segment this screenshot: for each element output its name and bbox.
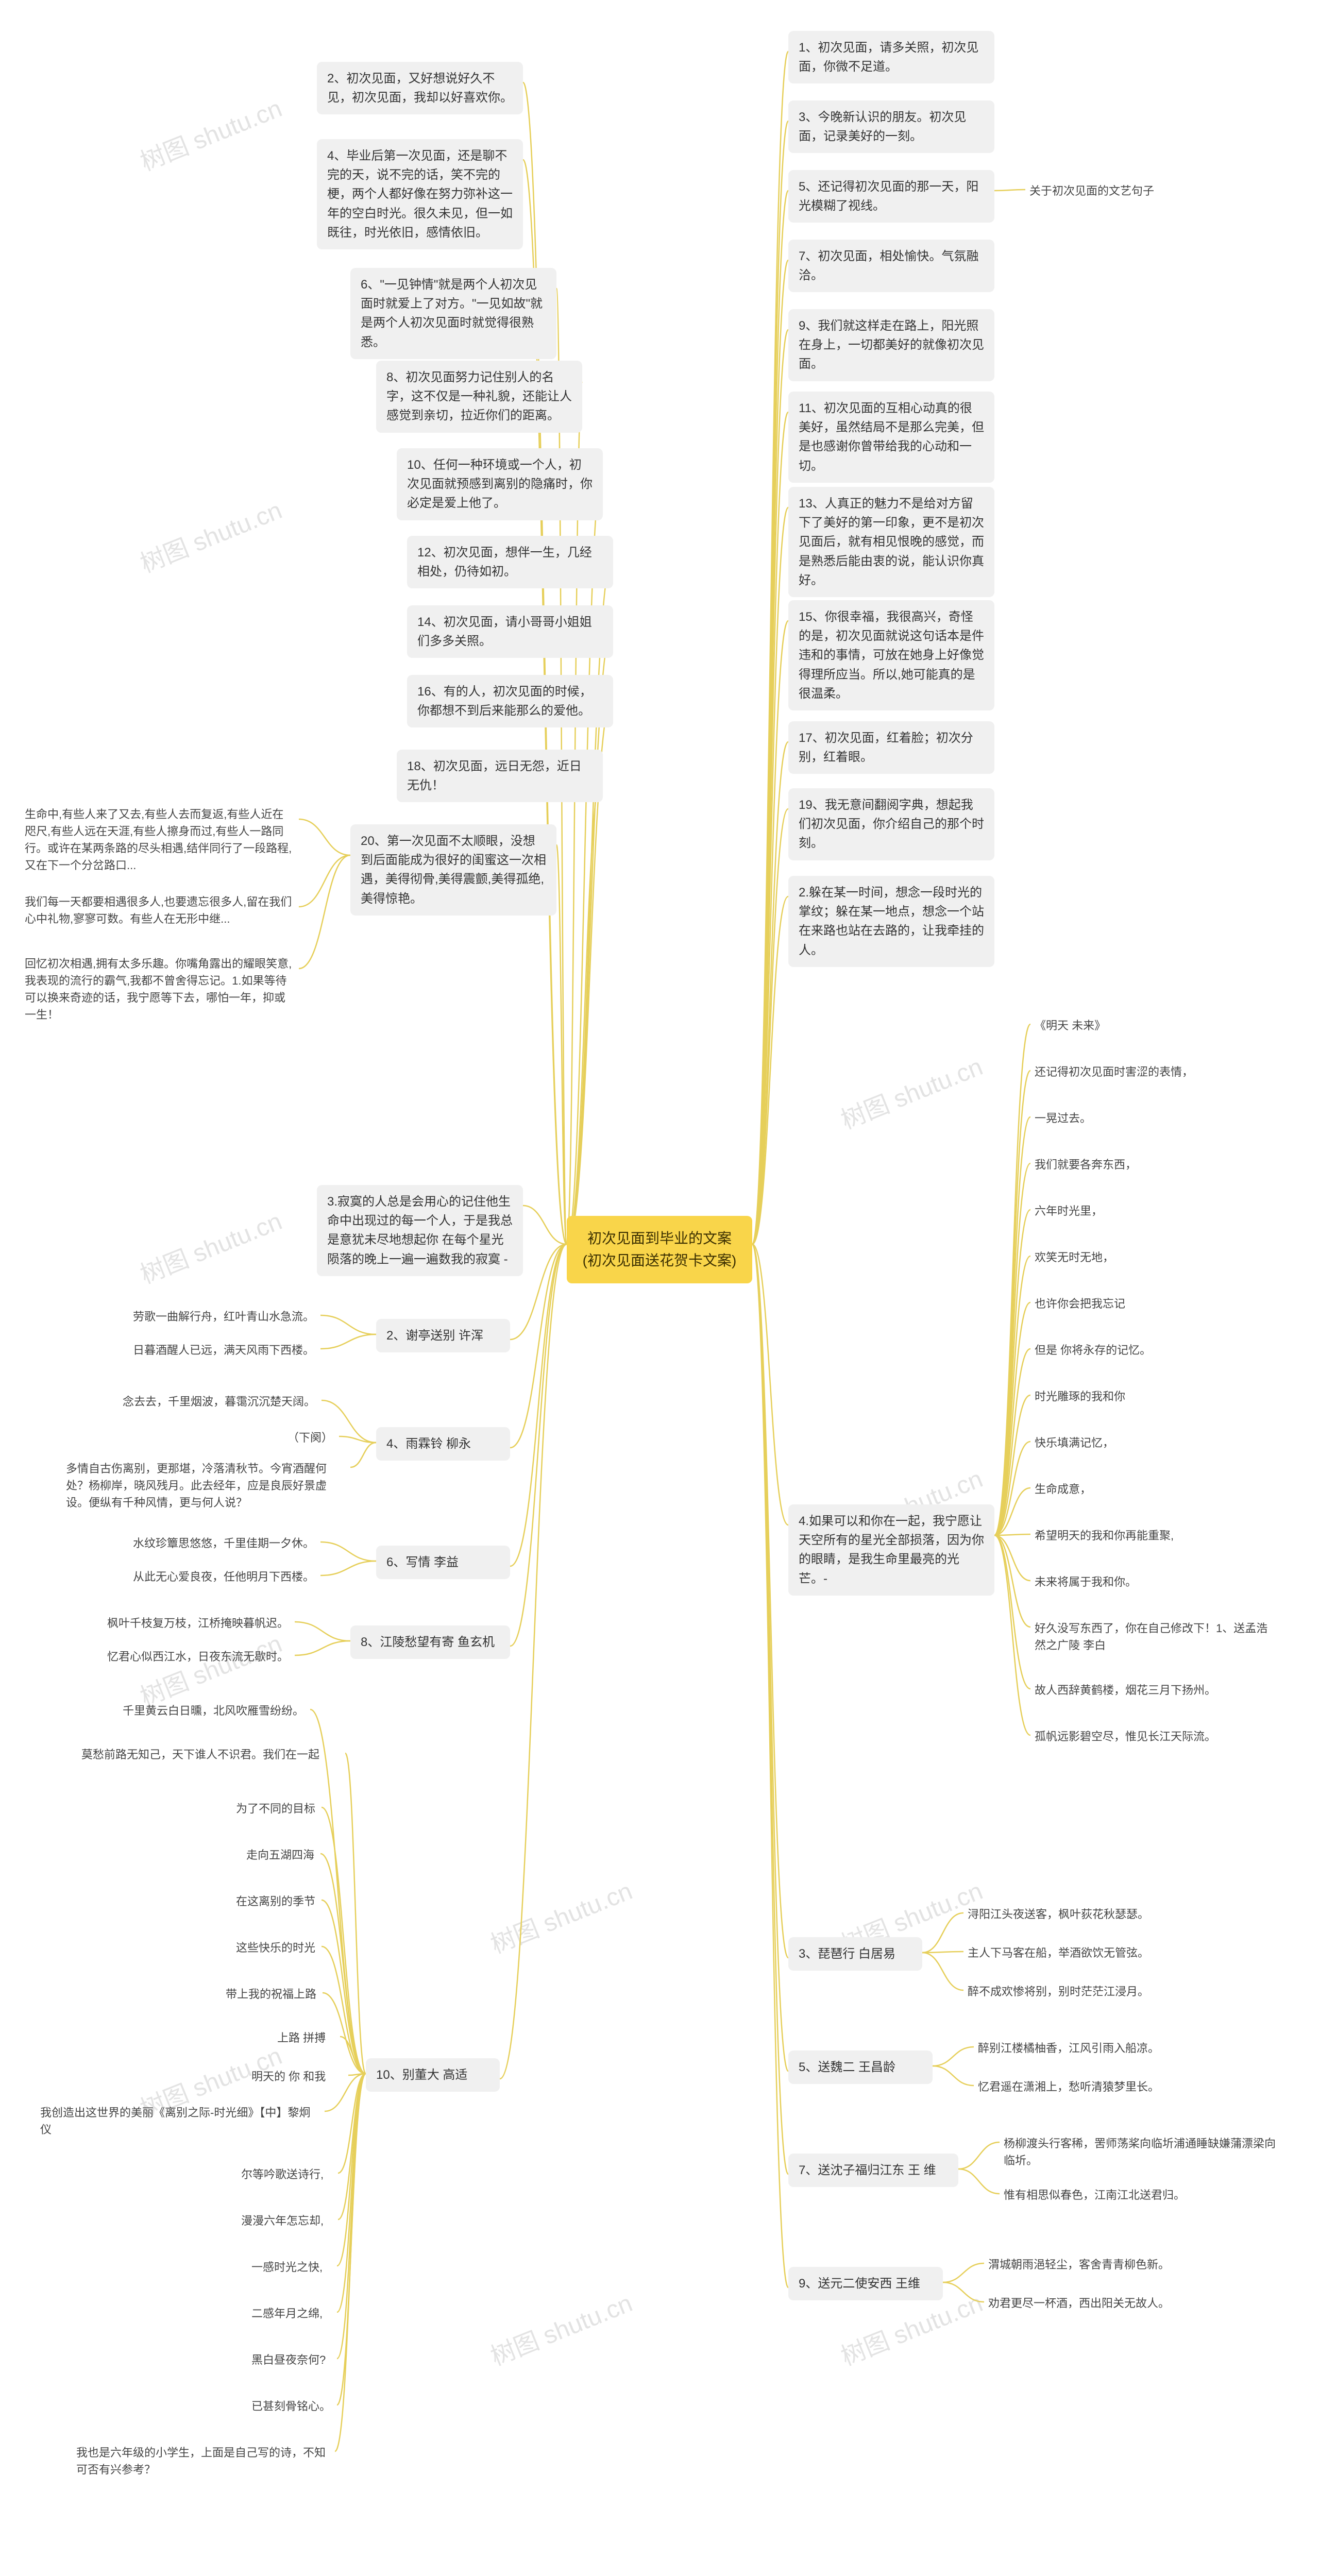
leaf-poem: 千里黄云白日曛，北风吹雁雪纷纷。 (119, 1700, 308, 1722)
gray-node-L20: 20、第一次见面不太顺眼，没想到后面能成为很好的闺蜜这一次相遇，美得彻骨,美得震… (350, 824, 556, 916)
gray-node-RP5: 5、送魏二 王昌龄 (788, 2050, 933, 2084)
gray-node-L6: 6、"一见钟情"就是两个人初次见面时就爱上了对方。"一见如故"就是两个人初次见面… (350, 268, 556, 359)
leaf-poem-r: 浔阳江头夜送客，枫叶荻花秋瑟瑟。 (963, 1904, 1153, 1925)
leaf-r4: 故人西辞黄鹤楼，烟花三月下扬州。 (1030, 1680, 1220, 1701)
watermark: 树图 shutu.cn (835, 1046, 987, 1136)
leaf-poem: 水纹珍簟思悠悠，千里佳期一夕休。 (129, 1533, 318, 1554)
leaf-poem: 从此无心爱良夜，任他明月下西楼。 (129, 1566, 318, 1588)
leaf-r4: 欢笑无时无地， (1030, 1247, 1118, 1268)
gray-node-L4: 4、毕业后第一次见面，还是聊不完的天，说不完的话，笑不完的梗，两个人都好像在努力… (317, 139, 523, 249)
gray-node-LP2: 2、谢亭送别 许浑 (376, 1319, 510, 1352)
watermark: 树图 shutu.cn (134, 1201, 286, 1291)
leaf-poem: 漫漫六年怎忘却, (237, 2210, 328, 2232)
gray-node-L12: 12、初次见面，想伴一生，几经相处，仍待如初。 (407, 536, 613, 588)
gray-node-L8: 8、初次见面努力记住别人的名字，这不仅是一种礼貌，还能让人感觉到亲切，拉近你们的… (376, 361, 582, 433)
leaf-poem: 一感时光之快, (247, 2257, 327, 2278)
leaf-poem: 黑白昼夜奈何? (247, 2349, 330, 2371)
gray-node-RP9: 9、送元二使安西 王维 (788, 2267, 943, 2300)
gray-node-R4q: 4.如果可以和你在一起，我宁愿让天空所有的星光全部损落，因为你的眼睛，是我生命里… (788, 1504, 994, 1596)
leaf-poem: 日暮酒醒人已远，满天风雨下西楼。 (129, 1340, 318, 1361)
gray-node-L18: 18、初次见面，远日无怨，近日无仇！ (397, 750, 603, 802)
watermark: 树图 shutu.cn (134, 1623, 286, 1713)
gray-node-R19: 19、我无意间翻阅字典，想起我们初次见面，你介绍自己的那个时刻。 (788, 788, 994, 860)
leaf-r4: 六年时光里， (1030, 1200, 1107, 1222)
gray-node-L14: 14、初次见面，请小哥哥小姐姐们多多关照。 (407, 605, 613, 658)
leaf-poem: 忆君心似西江水，日夜东流无歇时。 (103, 1646, 293, 1668)
watermark: 树图 shutu.cn (134, 490, 286, 580)
leaf-r4: 还记得初次见面时害涩的表情， (1030, 1061, 1197, 1083)
gray-node-LP4: 4、雨霖铃 柳永 (376, 1427, 510, 1461)
gray-node-R1: 1、初次见面，请多关照，初次见面，你微不足道。 (788, 31, 994, 83)
leaf-r4: 《明天 未来》 (1030, 1015, 1110, 1037)
leaf-r4: 未来将属于我和你。 (1030, 1571, 1141, 1593)
leaf-poem-r: 惟有相思似春色，江南江北送君归。 (1000, 2184, 1189, 2206)
leaf-poem: 二感年月之绵, (247, 2303, 327, 2325)
leaf-r4: 一晃过去。 (1030, 1108, 1095, 1129)
gray-node-L3q: 3.寂寞的人总是会用心的记住他生命中出现过的每一个人，于是我总是意犹未尽地想起你… (317, 1185, 523, 1276)
leaf-poem: 多情自古伤离别，更那堪，冷落清秋节。今宵酒醒何处？杨柳岸，晓风残月。此去经年，应… (62, 1458, 350, 1513)
leaf-poem-r: 醉不成欢惨将别，别时茫茫江浸月。 (963, 1981, 1153, 2003)
leaf-poem: 在这离别的季节 (232, 1891, 319, 1912)
leaf-poem-r: 醉别江楼橘柚香，江风引雨入船凉。 (974, 2038, 1163, 2059)
leaf-poem: 念去去，千里烟波，暮霭沉沉楚天阔。 (119, 1391, 319, 1413)
gray-node-R7: 7、初次见面，相处愉快。气氛融洽。 (788, 240, 994, 292)
gray-node-R17: 17、初次见面，红着脸；初次分别，红着眼。 (788, 721, 994, 774)
gray-node-R9: 9、我们就这样走在路上，阳光照在身上，一切都美好的就像初次见面。 (788, 309, 994, 381)
gray-node-R3: 3、今晚新认识的朋友。初次见面，记录美好的一刻。 (788, 100, 994, 153)
gray-node-L16: 16、有的人，初次见面的时候，你都想不到后来能那么的爱他。 (407, 675, 613, 727)
leaf-r4: 希望明天的我和你再能重聚, (1030, 1525, 1178, 1547)
leaf-memory: 我们每一天都要相遇很多人,也要遗忘很多人,留在我们心中礼物,寥寥可数。有些人在无… (21, 891, 299, 929)
leaf-poem-r: 渭城朝雨浥轻尘，客舍青青柳色新。 (984, 2254, 1174, 2276)
watermark: 树图 shutu.cn (134, 88, 286, 178)
leaf-poem: 我也是六年级的小学生，上面是自己写的诗，不知可否有兴参考？ (72, 2442, 335, 2480)
leaf-r4: 时光雕琢的我和你 (1030, 1386, 1129, 1408)
gray-node-R5: 5、还记得初次见面的那一天，阳光模糊了视线。 (788, 170, 994, 223)
gray-node-RP7: 7、送沈子福归江东 王 维 (788, 2154, 958, 2187)
watermark: 树图 shutu.cn (484, 1871, 637, 1960)
leaf-poem: （下阕） (283, 1427, 337, 1449)
leaf-r4: 孤帆远影碧空尽，惟见长江天际流。 (1030, 1726, 1220, 1748)
gray-node-LP8: 8、江陵愁望有寄 鱼玄机 (350, 1625, 510, 1659)
gray-node-L10: 10、任何一种环境或一个人，初次见面就预感到离别的隐痛时，你必定是爱上他了。 (397, 448, 603, 520)
watermark: 树图 shutu.cn (484, 2283, 637, 2372)
leaf-poem: 我创造出这世界的美丽《离别之际-时光细》【中】黎炯仪 (36, 2102, 325, 2140)
leaf-poem: 明天的 你 和我 (247, 2066, 330, 2088)
leaf-poem-r: 杨柳渡头行客稀，罟师荡桨向临圻浦通睡缺嫌蒲漂梁向临圻。 (1000, 2133, 1288, 2171)
leaf-poem: 走向五湖四海 (242, 1844, 318, 1866)
leaf-poem: 上路 拼搏 (273, 2027, 330, 2049)
leaf-r5-note: 关于初次见面的文艺句子 (1025, 180, 1158, 202)
leaf-poem: 这些快乐的时光 (232, 1937, 319, 1959)
leaf-poem-r: 主人下马客在船，举酒欲饮无管弦。 (963, 1942, 1153, 1964)
gray-node-R11: 11、初次见面的互相心动真的很美好，虽然结局不是那么完美，但是也感谢你曾带给我的… (788, 392, 994, 483)
leaf-memory: 生命中,有些人来了又去,有些人去而复返,有些人近在咫尺,有些人远在天涯,有些人擦… (21, 804, 299, 876)
leaf-poem-r: 忆君遥在潇湘上，愁听清猿梦里长。 (974, 2076, 1163, 2098)
gray-node-LP6: 6、写情 李益 (376, 1546, 510, 1579)
gray-node-R2q: 2.躲在某一时间，想念一段时光的掌纹；躲在某一地点，想念一个站在来路也站在去路的… (788, 876, 994, 967)
gray-node-RP3: 3、琵琶行 白居易 (788, 1937, 922, 1971)
leaf-poem: 为了不同的目标 (232, 1798, 319, 1820)
leaf-poem-r: 劝君更尽一杯酒，西出阳关无故人。 (984, 2293, 1174, 2314)
leaf-r4: 但是 你将永存的记忆。 (1030, 1340, 1155, 1361)
leaf-poem: 尔等吟歌送诗行, (237, 2164, 328, 2185)
leaf-memory: 回忆初次相遇,拥有太多乐趣。你嘴角露出的耀眼笑意,我表现的流行的霸气,我都不曾舍… (21, 953, 299, 1025)
leaf-r4: 生命成意， (1030, 1479, 1095, 1500)
leaf-r4: 我们就要各奔东西， (1030, 1154, 1141, 1176)
gray-node-R15: 15、你很幸福，我很高兴，奇怪的是，初次见面就说这句话本是件违和的事情，可放在她… (788, 600, 994, 710)
leaf-poem: 已甚刻骨铭心。 (247, 2396, 335, 2417)
leaf-poem: 劳歌一曲解行舟，红叶青山水急流。 (129, 1306, 318, 1328)
leaf-poem: 枫叶千枝复万枝，江桥掩映暮帆迟。 (103, 1613, 293, 1634)
leaf-r4: 快乐填满记忆， (1030, 1432, 1118, 1454)
leaf-r4: 好久没写东西了，你在自己修改下！1、送孟浩然之广陵 李白 (1030, 1618, 1273, 1656)
leaf-poem: 莫愁前路无知己，天下谁人不识君。我们在一起 (77, 1744, 345, 1765)
root-node: 初次见面到毕业的文案(初次见面送花贺卡文案) (567, 1216, 752, 1283)
leaf-poem: 带上我的祝福上路 (222, 1984, 320, 2005)
gray-node-L2: 2、初次见面，又好想说好久不见，初次见面，我却以好喜欢你。 (317, 62, 523, 114)
leaf-r4: 也许你会把我忘记 (1030, 1293, 1129, 1315)
gray-node-LP10: 10、别董大 高适 (366, 2058, 500, 2092)
gray-node-R13: 13、人真正的魅力不是给对方留下了美好的第一印象，更不是初次见面后，就有相见恨晚… (788, 487, 994, 597)
